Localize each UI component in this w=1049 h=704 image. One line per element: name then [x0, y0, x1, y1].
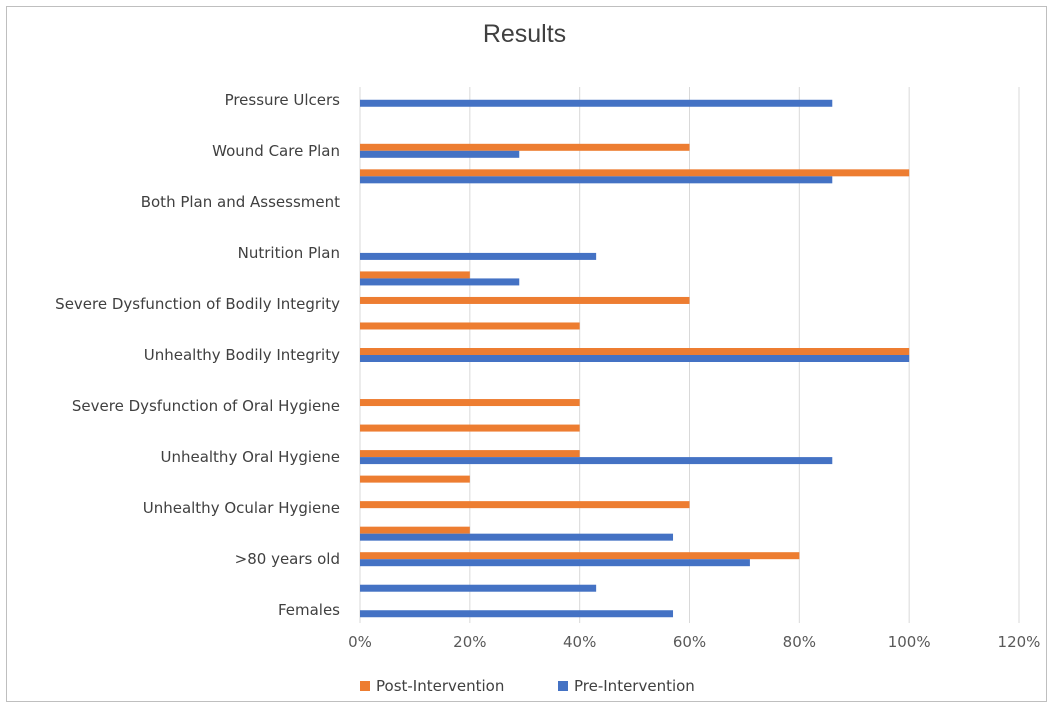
bar-pre-intervention	[360, 457, 832, 464]
bar-post-intervention	[360, 169, 909, 176]
bar-post-intervention	[360, 322, 580, 329]
bar-post-intervention	[360, 501, 690, 508]
x-tick-label: 20%	[453, 633, 486, 651]
bar-post-intervention	[360, 425, 580, 432]
legend-label-post-intervention: Post-Intervention	[376, 677, 504, 695]
bar-post-intervention	[360, 271, 470, 278]
bar-pre-intervention	[360, 278, 519, 285]
category-label: Pressure Ulcers	[225, 91, 341, 109]
category-label: Unhealthy Bodily Integrity	[144, 346, 340, 364]
x-tick-label: 120%	[998, 633, 1041, 651]
bar-pre-intervention	[360, 100, 832, 107]
category-label: Unhealthy Ocular Hygiene	[143, 499, 340, 517]
bar-post-intervention	[360, 144, 690, 151]
x-tick-label: 80%	[783, 633, 816, 651]
bar-pre-intervention	[360, 610, 673, 617]
x-tick-label: 0%	[348, 633, 372, 651]
bar-pre-intervention	[360, 253, 596, 260]
x-tick-label: 40%	[563, 633, 596, 651]
bar-pre-intervention	[360, 151, 519, 158]
legend-label-pre-intervention: Pre-Intervention	[574, 677, 695, 695]
category-label: Both Plan and Assessment	[141, 193, 340, 211]
legend-item-post-intervention: Post-Intervention	[360, 677, 504, 695]
bar-pre-intervention	[360, 355, 909, 362]
category-label: >80 years old	[235, 550, 340, 568]
category-label: Nutrition Plan	[238, 244, 340, 262]
category-label: Severe Dysfunction of Bodily Integrity	[55, 295, 340, 313]
category-label: Wound Care Plan	[212, 142, 340, 160]
bar-post-intervention	[360, 399, 580, 406]
bar-pre-intervention	[360, 559, 750, 566]
bar-post-intervention	[360, 527, 470, 534]
bar-pre-intervention	[360, 176, 832, 183]
bar-post-intervention	[360, 450, 580, 457]
x-tick-label: 100%	[888, 633, 931, 651]
bar-post-intervention	[360, 552, 799, 559]
bar-pre-intervention	[360, 585, 596, 592]
bar-post-intervention	[360, 297, 690, 304]
x-tick-label: 60%	[673, 633, 706, 651]
category-label: Females	[278, 601, 340, 619]
bar-post-intervention	[360, 476, 470, 483]
bar-pre-intervention	[360, 534, 673, 541]
bar-post-intervention	[360, 348, 909, 355]
category-label: Unhealthy Oral Hygiene	[160, 448, 340, 466]
chart-legend: Post-Intervention Pre-Intervention	[0, 677, 1049, 697]
legend-item-pre-intervention: Pre-Intervention	[558, 677, 695, 695]
category-label: Severe Dysfunction of Oral Hygiene	[72, 397, 340, 415]
legend-swatch-pre-intervention	[558, 681, 568, 691]
legend-swatch-post-intervention	[360, 681, 370, 691]
